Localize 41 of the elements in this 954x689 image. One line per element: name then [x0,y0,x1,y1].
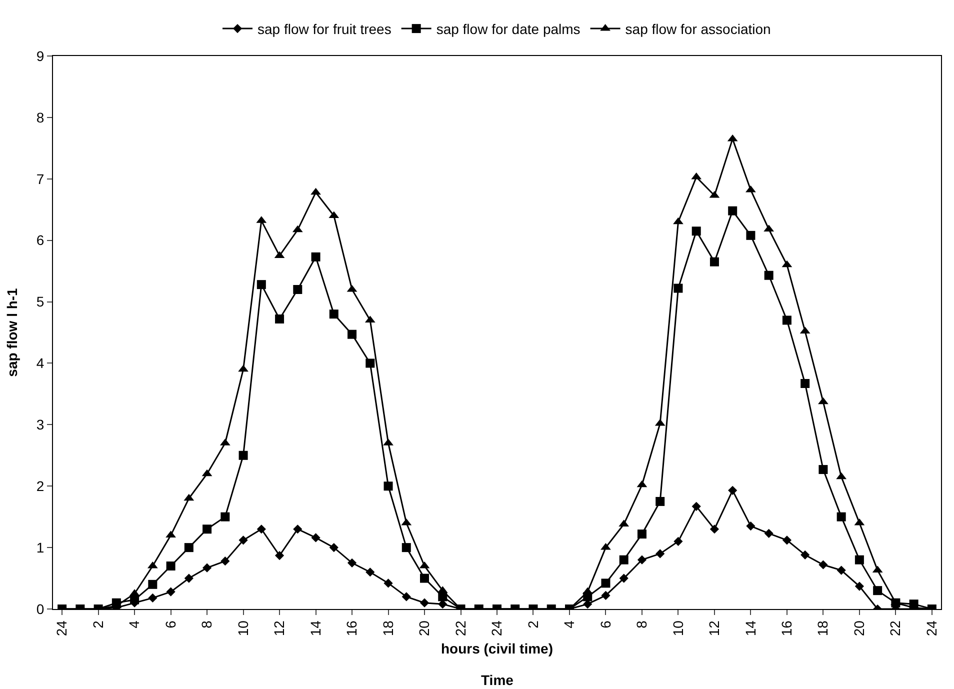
y-tick-label: 2 [36,478,44,494]
legend-label: sap flow for date palms [436,21,580,37]
x-tick-label: 24 [923,620,940,636]
y-tick-label: 4 [36,355,44,372]
legend-label: sap flow for association [625,21,771,37]
x-tick-label: 14 [742,620,758,636]
legend-label: sap flow for fruit trees [258,21,392,37]
x-tick-label: 10 [234,620,251,636]
y-tick-label: 0 [36,600,44,617]
x-tick-label: 22 [452,620,468,636]
x-tick-label: 16 [344,620,360,636]
x-axis-title: hours (civil time) [440,640,554,656]
x-tick-label: 16 [778,620,795,636]
x-tick-label: 6 [162,620,178,628]
y-tick-label: 1 [36,539,44,556]
x-tick-label: 12 [271,620,288,636]
x-tick-label: 10 [670,620,686,636]
text: Time [481,672,514,688]
x-tick-label: 12 [706,620,722,636]
y-tick-label: 5 [36,294,44,310]
x-tick-label: 8 [634,620,650,628]
x-tick-label: 20 [416,620,432,636]
x-tick-label: 6 [597,620,614,628]
x-tick-label: 24 [488,620,505,636]
y-tick-label: 9 [36,48,44,64]
x-tick-label: 8 [198,620,215,628]
y-tick-label: 7 [36,170,44,187]
y-axis-title: sap flow l h-1 [4,288,20,377]
x-tick-label: 14 [307,620,324,636]
x-tick-label: 18 [814,620,831,636]
y-tick-label: 6 [36,232,44,248]
x-tick-label: 22 [887,620,904,636]
y-tick-label: 3 [36,416,44,433]
x-tick-label: 20 [851,620,867,636]
x-tick-label: 24 [54,620,70,636]
x-tick-label: 2 [524,620,541,628]
x-tick-label: 18 [380,620,396,636]
x-tick-label: 4 [561,620,578,628]
x-tick-label: 2 [90,620,106,628]
x-tick-label: 4 [126,620,142,628]
y-tick-label: 8 [36,109,44,126]
